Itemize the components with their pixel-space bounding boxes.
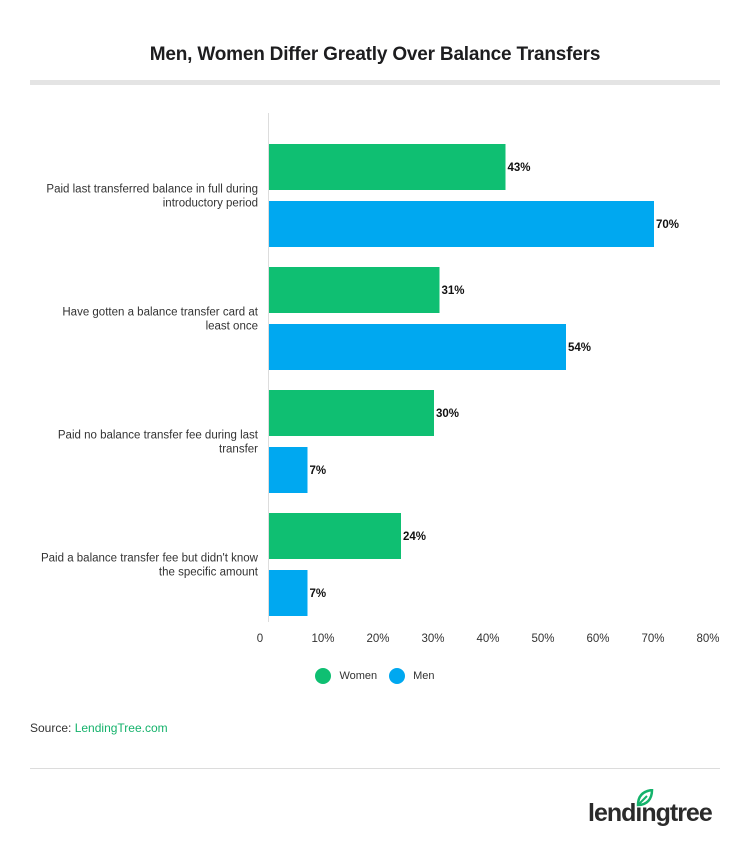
footer-divider: [30, 768, 720, 769]
category-label: Paid a balance transfer fee but didn't k…: [41, 553, 259, 579]
legend-item-women: Women: [315, 668, 377, 684]
legend-label-men: Men: [413, 670, 435, 682]
data-label-women: 24%: [403, 531, 426, 543]
bar-women: [269, 144, 506, 190]
x-tick-label: 70%: [641, 633, 664, 645]
data-label-women: 31%: [442, 285, 465, 297]
category-label: Have gotten a balance transfer card at le…: [62, 307, 258, 333]
source-note: Source: LendingTree.com: [30, 721, 168, 735]
data-label-men: 70%: [656, 219, 679, 231]
x-tick-label: 60%: [586, 633, 609, 645]
bar-men: [269, 201, 654, 247]
data-label-women: 43%: [508, 162, 531, 174]
data-label-women: 30%: [436, 408, 459, 420]
bar-men: [269, 447, 308, 493]
legend-label-women: Women: [339, 670, 378, 682]
x-tick-label: 50%: [531, 633, 554, 645]
leaf-icon: [636, 789, 654, 807]
x-tick-label: 80%: [696, 633, 719, 645]
bar-women: [269, 390, 434, 436]
x-tick-label: 10%: [311, 633, 334, 645]
legend-swatch-men: [389, 668, 406, 684]
source-link[interactable]: LendingTree.com: [74, 721, 168, 735]
legend-swatch-women: [315, 668, 332, 684]
bar-women: [269, 267, 440, 313]
data-label-men: 54%: [568, 342, 591, 354]
category-label: Paid last transferred balance in full du…: [46, 184, 258, 210]
data-label-men: 7%: [310, 588, 327, 600]
x-tick-label: 20%: [366, 633, 389, 645]
bar-men: [269, 324, 566, 370]
bar-women: [269, 513, 401, 559]
source-prefix: Source:: [30, 721, 75, 735]
chart-title: Men, Women Differ Greatly Over Balance T…: [149, 44, 601, 65]
bar-men: [269, 570, 308, 616]
x-tick-label: 30%: [421, 633, 444, 645]
logo-wordmark: lendingtree: [588, 799, 713, 827]
chart-legend: Women Men: [0, 668, 750, 684]
bar-chart: Paid last transferred balance in full du…: [41, 113, 720, 645]
lendingtree-logo: lendingtree: [588, 789, 720, 831]
x-tick-label: 40%: [476, 633, 499, 645]
data-label-men: 7%: [310, 465, 327, 477]
legend-item-men: Men: [389, 668, 435, 684]
title-divider: [30, 80, 720, 85]
x-tick-label: 0: [257, 633, 263, 645]
category-label: Paid no balance transfer fee during last…: [58, 430, 259, 456]
